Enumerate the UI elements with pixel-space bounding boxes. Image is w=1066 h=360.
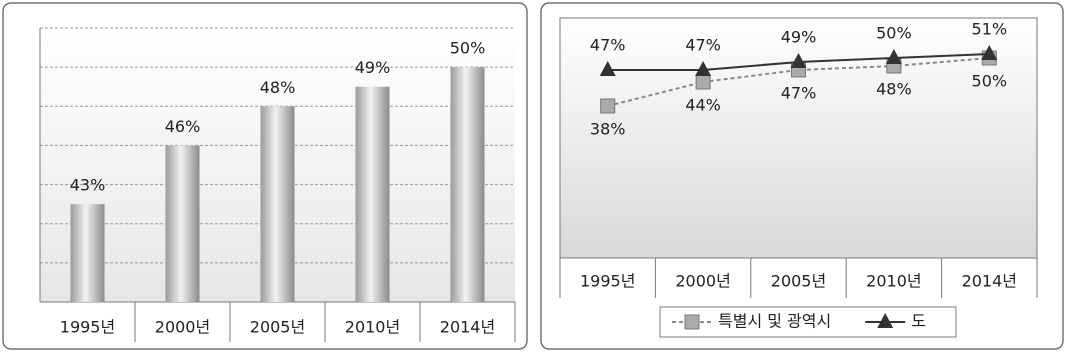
x-tick-label: 2005년	[771, 272, 826, 291]
x-tick-label: 2010년	[345, 318, 400, 337]
data-label: 51%	[972, 20, 1008, 39]
legend-marker	[877, 313, 894, 328]
marker	[599, 61, 616, 76]
marker	[695, 61, 712, 76]
x-tick-label: 1995년	[60, 318, 115, 337]
data-label: 48%	[876, 80, 912, 99]
marker	[695, 74, 711, 90]
x-tick-label: 2000년	[675, 272, 730, 291]
legend-label: 도	[911, 312, 926, 331]
data-label: 49%	[355, 58, 391, 77]
x-tick-label: 2000년	[155, 318, 210, 337]
bar	[355, 86, 390, 302]
data-label: 47%	[685, 36, 721, 55]
series-line	[607, 57, 990, 107]
data-label: 43%	[70, 176, 106, 195]
bar	[70, 204, 105, 302]
bar	[260, 106, 295, 303]
marker	[790, 53, 807, 68]
legend-marker	[684, 314, 700, 330]
x-tick-label: 2014년	[962, 272, 1017, 291]
x-tick-label: 1995년	[580, 272, 635, 291]
x-tick-label: 2014년	[440, 318, 495, 337]
x-tick-label: 2005년	[250, 318, 305, 337]
data-label: 50%	[450, 39, 486, 58]
data-label: 38%	[590, 120, 626, 139]
data-label: 50%	[876, 24, 912, 43]
x-tick-label: 2010년	[866, 272, 921, 291]
marker	[885, 49, 902, 64]
data-label: 50%	[972, 72, 1008, 91]
data-label: 47%	[781, 84, 817, 103]
data-label: 47%	[590, 36, 626, 55]
data-label: 48%	[260, 78, 296, 97]
marker	[600, 98, 616, 114]
marker	[981, 45, 998, 60]
legend-label: 특별시 및 광역시	[718, 312, 831, 331]
bar	[450, 67, 485, 303]
data-label: 44%	[685, 96, 721, 115]
bar	[165, 145, 200, 302]
data-label: 49%	[781, 28, 817, 47]
data-label: 46%	[165, 117, 201, 136]
